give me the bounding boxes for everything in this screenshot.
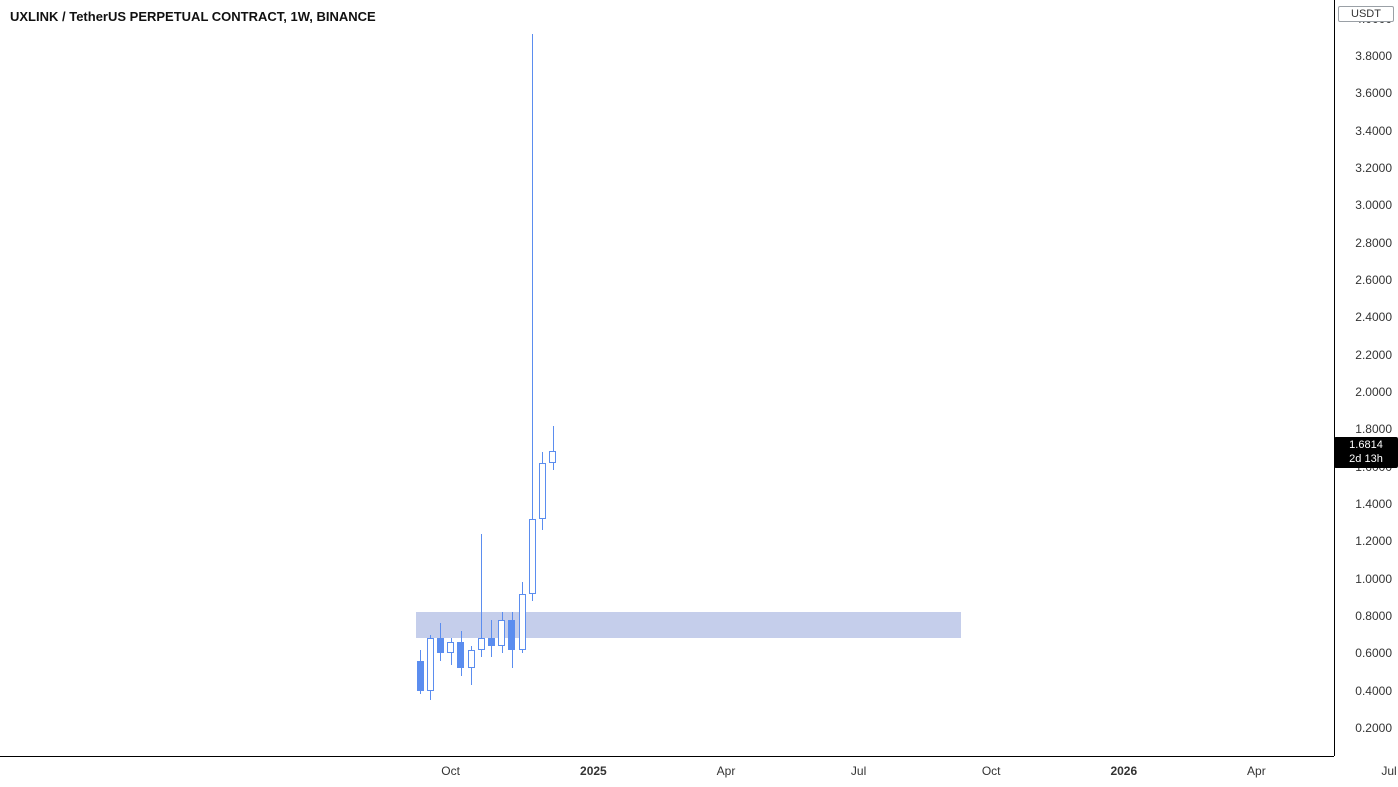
y-tick-label: 0.4000	[1334, 684, 1398, 698]
candle-body[interactable]	[519, 594, 526, 650]
x-tick-label: Apr	[1247, 764, 1266, 778]
quote-currency-label[interactable]: USDT	[1338, 6, 1394, 22]
y-tick-label: 2.2000	[1334, 348, 1398, 362]
y-tick-label: 1.8000	[1334, 422, 1398, 436]
candle-body[interactable]	[539, 463, 546, 519]
time-axis[interactable]: Oct2025AprJulOct2026AprJulOct	[0, 756, 1334, 787]
chart-root: UXLINK / TetherUS PERPETUAL CONTRACT, 1W…	[0, 0, 1398, 787]
y-tick-label: 1.4000	[1334, 497, 1398, 511]
candle-wick	[532, 34, 533, 601]
x-tick-label: Apr	[717, 764, 736, 778]
candle-body[interactable]	[488, 638, 495, 645]
plot-area[interactable]	[0, 0, 1334, 756]
last-price-flag[interactable]: 1.68142d 13h	[1334, 437, 1398, 467]
candle-body[interactable]	[427, 638, 434, 690]
candle-body[interactable]	[478, 638, 485, 649]
bar-countdown: 2d 13h	[1340, 453, 1392, 466]
y-tick-label: 3.8000	[1334, 49, 1398, 63]
y-tick-label: 1.2000	[1334, 534, 1398, 548]
y-tick-label: 2.6000	[1334, 273, 1398, 287]
candle-wick	[553, 426, 554, 471]
x-tick-label: 2026	[1110, 764, 1137, 778]
y-tick-label: 3.4000	[1334, 124, 1398, 138]
candle-body[interactable]	[417, 661, 424, 691]
y-tick-label: 0.8000	[1334, 609, 1398, 623]
last-price-value: 1.6814	[1340, 439, 1392, 452]
x-tick-label: Jul	[851, 764, 866, 778]
y-axis-line	[1334, 0, 1335, 756]
candle-body[interactable]	[437, 638, 444, 653]
candle-body[interactable]	[457, 642, 464, 668]
candle-body[interactable]	[549, 451, 556, 462]
y-tick-label: 3.2000	[1334, 161, 1398, 175]
y-tick-label: 0.2000	[1334, 721, 1398, 735]
candle-body[interactable]	[529, 519, 536, 594]
x-tick-label: Oct	[441, 764, 460, 778]
x-tick-label: Oct	[982, 764, 1001, 778]
x-tick-label: Jul	[1381, 764, 1396, 778]
y-tick-label: 3.0000	[1334, 198, 1398, 212]
candle-body[interactable]	[468, 650, 475, 669]
x-axis-line	[0, 756, 1334, 757]
y-tick-label: 1.0000	[1334, 572, 1398, 586]
price-axis[interactable]: 0.2000 0.4000 0.6000 0.8000 1.0000 1.2000 1.40…	[1334, 0, 1398, 756]
candle-body[interactable]	[508, 620, 515, 650]
y-tick-label: 2.4000	[1334, 310, 1398, 324]
x-tick-label: 2025	[580, 764, 607, 778]
y-tick-label: 2.0000	[1334, 385, 1398, 399]
y-tick-label: 3.6000	[1334, 86, 1398, 100]
y-tick-label: 0.6000	[1334, 646, 1398, 660]
candle-body[interactable]	[498, 620, 505, 646]
chart-title: UXLINK / TetherUS PERPETUAL CONTRACT, 1W…	[10, 9, 376, 24]
candle-body[interactable]	[447, 642, 454, 653]
y-tick-label: 2.8000	[1334, 236, 1398, 250]
